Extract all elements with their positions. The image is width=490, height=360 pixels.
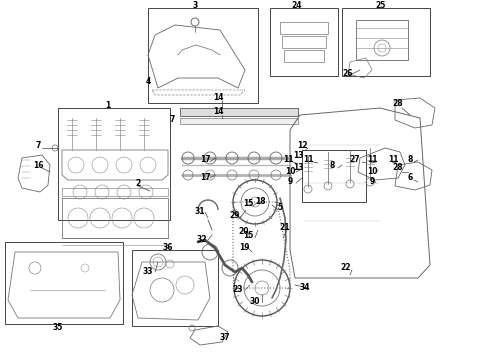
- Bar: [132, 250, 218, 326]
- Text: 27: 27: [350, 156, 360, 165]
- Text: 30: 30: [250, 297, 260, 306]
- Text: 12: 12: [297, 140, 307, 149]
- Text: 4: 4: [146, 77, 150, 86]
- Text: 13: 13: [293, 163, 303, 172]
- Text: 35: 35: [53, 324, 63, 333]
- Text: 34: 34: [300, 283, 310, 292]
- Text: 11: 11: [367, 156, 377, 165]
- Text: 8: 8: [329, 162, 335, 171]
- Bar: [58, 108, 170, 220]
- Text: 15: 15: [243, 230, 253, 239]
- Bar: [280, 22, 328, 34]
- Text: 11: 11: [303, 156, 313, 165]
- Text: 32: 32: [197, 235, 207, 244]
- Text: 19: 19: [239, 243, 249, 252]
- Text: 33: 33: [143, 267, 153, 276]
- Bar: [282, 36, 326, 48]
- Text: 7: 7: [35, 140, 41, 149]
- Bar: [302, 150, 366, 202]
- Bar: [270, 8, 338, 76]
- Text: 2: 2: [135, 180, 141, 189]
- Bar: [284, 50, 324, 62]
- Text: 11: 11: [283, 156, 293, 165]
- Text: 5: 5: [277, 203, 283, 212]
- Text: 7: 7: [170, 116, 175, 125]
- Bar: [180, 108, 298, 116]
- Text: 13: 13: [293, 150, 303, 159]
- Text: 9: 9: [369, 177, 375, 186]
- Text: 8: 8: [407, 156, 413, 165]
- Bar: [342, 8, 430, 76]
- Text: 37: 37: [220, 333, 230, 342]
- Text: 25: 25: [376, 0, 386, 9]
- Text: 14: 14: [213, 108, 223, 117]
- Text: 11: 11: [388, 156, 398, 165]
- Text: 18: 18: [255, 198, 265, 207]
- Text: 29: 29: [230, 211, 240, 220]
- Text: 16: 16: [33, 161, 43, 170]
- Text: 21: 21: [280, 224, 290, 233]
- Text: 10: 10: [285, 166, 295, 175]
- Text: 26: 26: [343, 69, 353, 78]
- Text: 17: 17: [200, 174, 210, 183]
- Text: 14: 14: [213, 94, 223, 103]
- Text: 24: 24: [292, 0, 302, 9]
- Text: 17: 17: [200, 156, 210, 165]
- Text: 10: 10: [367, 166, 377, 175]
- Text: 23: 23: [233, 285, 243, 294]
- Text: 15: 15: [243, 199, 253, 208]
- Text: 36: 36: [163, 243, 173, 252]
- Text: 9: 9: [287, 177, 293, 186]
- Bar: [356, 20, 408, 60]
- Text: 31: 31: [195, 207, 205, 216]
- Text: 22: 22: [341, 264, 351, 273]
- Text: 20: 20: [239, 228, 249, 237]
- Text: 28: 28: [392, 163, 403, 172]
- Text: 6: 6: [407, 174, 413, 183]
- Text: 1: 1: [105, 100, 111, 109]
- Text: 3: 3: [193, 0, 197, 9]
- Bar: [180, 118, 298, 124]
- Bar: [5, 242, 123, 324]
- Text: 28: 28: [392, 99, 403, 108]
- Bar: [148, 8, 258, 103]
